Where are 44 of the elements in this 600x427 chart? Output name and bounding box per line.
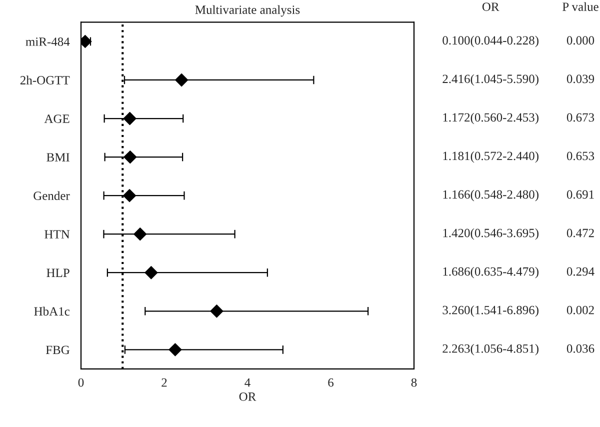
chart-title: Multivariate analysis [195, 5, 300, 17]
data-label: 1.166(0.548-2.480) [443, 190, 538, 202]
text: P value [562, 2, 598, 11]
x-axis-title: OR [239, 392, 256, 401]
text: 0.472 [566, 228, 594, 238]
point [134, 228, 147, 241]
data-label: 1.420(0.546-3.695) [443, 228, 538, 240]
text: OR [482, 2, 500, 11]
point [124, 150, 137, 164]
data-label: 1.172(0.560-2.453) [443, 112, 538, 124]
point [144, 266, 158, 280]
text: 0.000 [566, 36, 594, 45]
y-tick-label: FBG [46, 346, 70, 354]
point [168, 343, 182, 356]
data-label: 3.260(1.541-6.896) [442, 305, 538, 317]
point [123, 112, 136, 126]
y-tick-label: HLP [46, 268, 70, 277]
x-tick-label: 6 [328, 378, 334, 387]
y-tick-label: HTN [44, 230, 70, 238]
data-label: 0.100(0.044-0.228) [442, 36, 538, 48]
y-tick-label: Gender [34, 191, 70, 200]
point [122, 189, 136, 202]
y-tick-label: miR-484 [26, 37, 70, 46]
x-tick-label: 2 [162, 378, 167, 387]
y-tick-label: BMI [46, 153, 70, 162]
y-tick-label: AGE [44, 114, 70, 123]
text: 0.691 [566, 190, 594, 199]
text: 0.653 [566, 152, 594, 160]
y-tick-label: 2h-OGTT [20, 76, 70, 84]
text: 0.673 [566, 113, 594, 122]
data-label: 1.181(0.572-2.440) [443, 151, 538, 163]
point [210, 304, 224, 318]
x-tick-label: 4 [244, 378, 250, 387]
data-label: 1.686(0.635-4.479) [443, 266, 538, 278]
y-tick-label: HbA1c [34, 306, 70, 316]
text: 0.039 [566, 74, 594, 84]
x-tick-label: 0 [78, 378, 84, 387]
text: 0.294 [566, 267, 594, 276]
point [175, 73, 188, 87]
data-label: 2.263(1.056-4.851) [442, 344, 538, 356]
x-tick-label: 8 [411, 378, 417, 387]
data-label: 2.416(1.045-5.590) [442, 74, 538, 86]
text: 0.002 [566, 306, 594, 314]
text: 0.036 [566, 344, 594, 353]
